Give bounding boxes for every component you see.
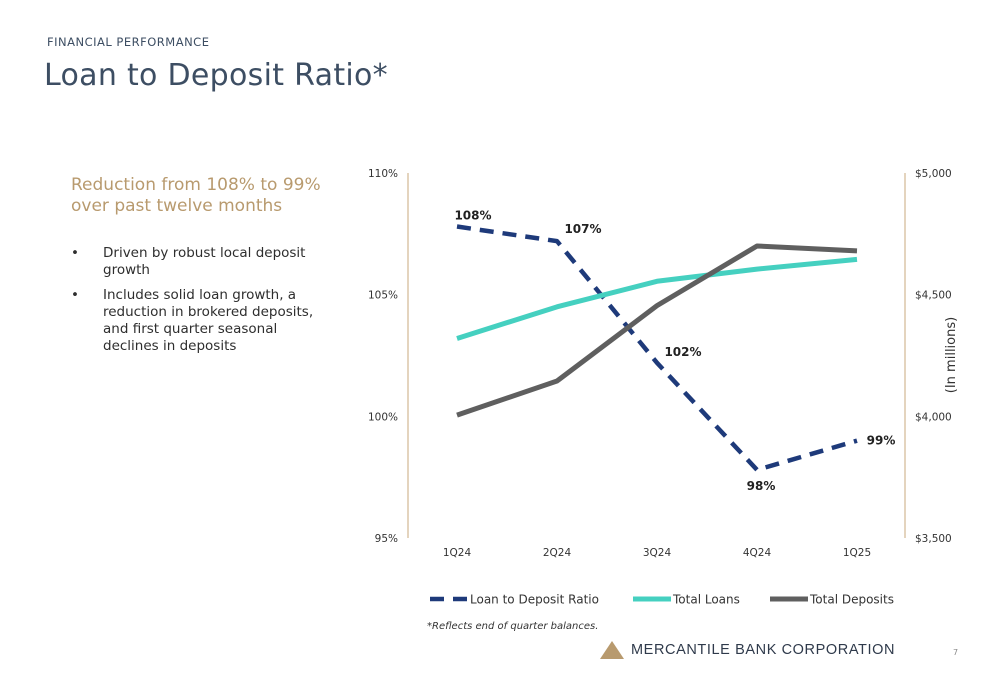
data-label: 99% (867, 434, 896, 448)
data-label: 108% (454, 209, 491, 223)
legend-label: Total Loans (672, 593, 740, 607)
page-title: Loan to Deposit Ratio* (44, 58, 388, 93)
data-label: 102% (664, 345, 701, 359)
y-right-tick-label: $4,500 (915, 290, 952, 302)
triangle-logo-icon (600, 641, 624, 659)
x-tick-label: 1Q24 (443, 547, 472, 559)
legend-label: Total Deposits (809, 593, 894, 607)
y-right-tick-label: $3,500 (915, 533, 952, 545)
x-tick-label: 1Q25 (843, 547, 871, 559)
y-right-tick-label: $5,000 (915, 168, 952, 180)
y-left-tick-label: 110% (368, 168, 398, 180)
y-right-tick-label: $4,000 (915, 411, 952, 423)
x-tick-label: 2Q24 (543, 547, 572, 559)
legend-label: Loan to Deposit Ratio (470, 593, 599, 607)
summary-headline: Reduction from 108% to 99% over past twe… (71, 175, 321, 216)
y-left-tick-label: 95% (375, 533, 398, 545)
x-tick-label: 4Q24 (743, 547, 772, 559)
footnote: *Reflects end of quarter balances. (427, 621, 599, 632)
summary-bullets: • Driven by robust local deposit growth •… (71, 245, 336, 363)
data-label: 98% (747, 479, 776, 493)
y-left-tick-label: 105% (368, 290, 398, 302)
bullet-item: • Driven by robust local deposit growth (71, 245, 306, 278)
y-left-tick-label: 100% (368, 411, 398, 423)
y-right-axis-label: (In millions) (944, 317, 959, 393)
series-line-total-deposits (456, 243, 858, 418)
page-number: 7 (953, 648, 959, 657)
x-tick-label: 3Q24 (643, 547, 672, 559)
data-label: 107% (564, 222, 601, 236)
section-eyebrow: FINANCIAL PERFORMANCE (47, 35, 210, 49)
series-line-total-loans (456, 256, 858, 341)
series-line-loan-to-deposit-ratio (456, 224, 858, 473)
company-name: MERCANTILE BANK CORPORATION (631, 642, 896, 658)
company-logo: MERCANTILE BANK CORPORATION (599, 640, 895, 660)
bullet-item: • Includes solid loan growth, a reduction… (71, 287, 314, 354)
